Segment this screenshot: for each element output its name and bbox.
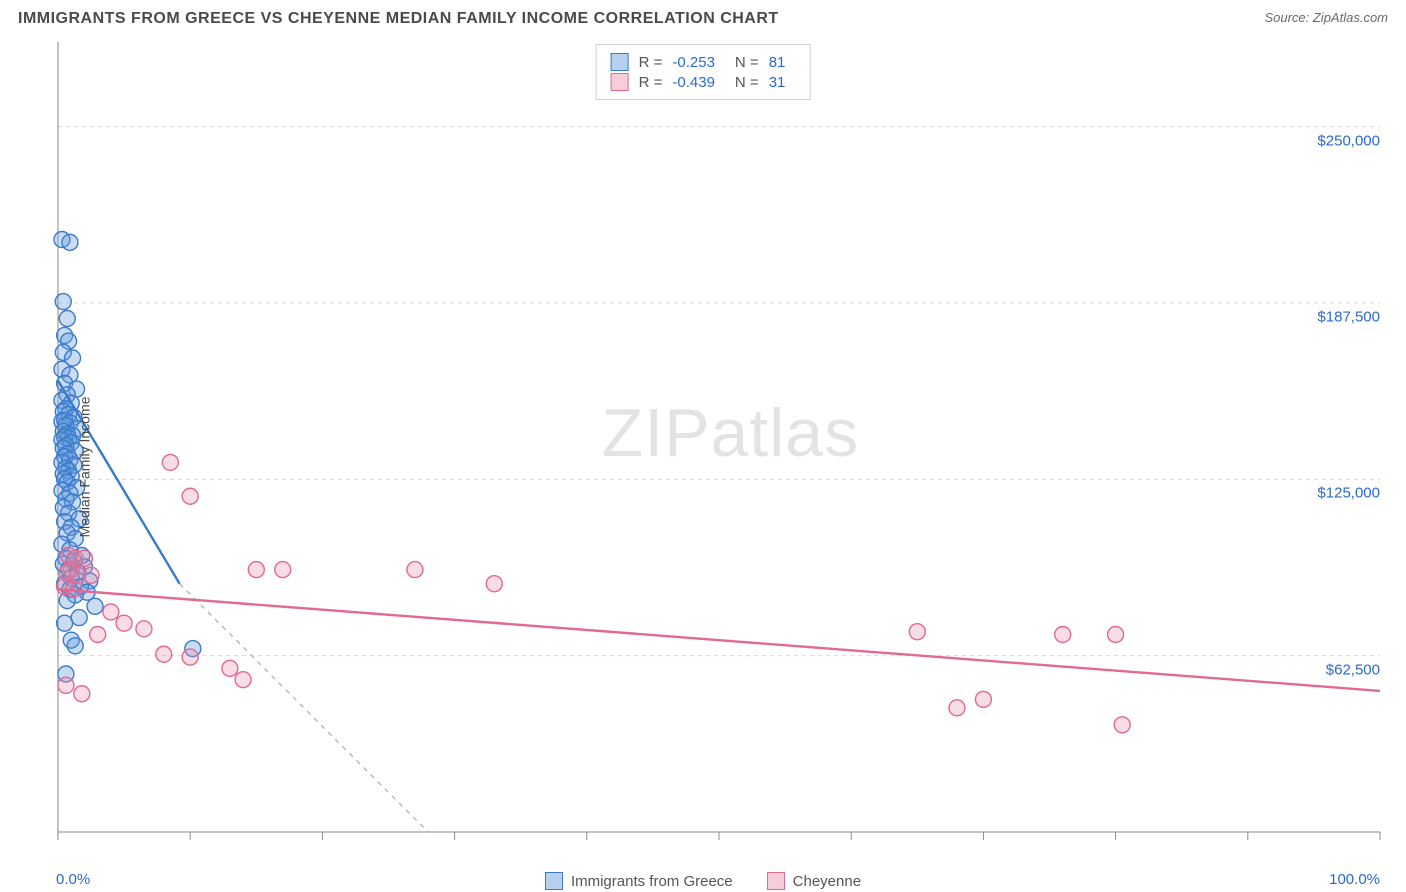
data-point xyxy=(275,562,291,578)
chart-title: IMMIGRANTS FROM GREECE VS CHEYENNE MEDIA… xyxy=(18,10,779,28)
data-point xyxy=(136,621,152,637)
data-point xyxy=(67,638,83,654)
trend-line xyxy=(58,589,1380,691)
legend-label: Cheyenne xyxy=(793,873,861,890)
data-point xyxy=(90,627,106,643)
legend-item: Cheyenne xyxy=(767,872,861,890)
legend-swatch xyxy=(611,73,629,91)
data-point xyxy=(76,550,92,566)
series-legend: Immigrants from Greece Cheyenne xyxy=(18,872,1388,890)
legend-swatch xyxy=(545,872,563,890)
data-point xyxy=(162,454,178,470)
data-point xyxy=(103,604,119,620)
data-point xyxy=(486,576,502,592)
legend-row: R =-0.439N =31 xyxy=(611,73,796,91)
y-axis-tick-label: $250,000 xyxy=(1317,132,1380,149)
legend-swatch xyxy=(611,53,629,71)
y-axis-tick-label: $62,500 xyxy=(1326,661,1380,678)
source-attribution: Source: ZipAtlas.com xyxy=(1264,10,1388,25)
chart-container: Median Family Income ZIPatlas R =-0.253N… xyxy=(18,42,1388,892)
data-point xyxy=(87,598,103,614)
data-point xyxy=(222,660,238,676)
data-point xyxy=(975,691,991,707)
data-point xyxy=(55,294,71,310)
data-point xyxy=(71,610,87,626)
n-value: 31 xyxy=(769,74,786,91)
data-point xyxy=(235,672,251,688)
data-point xyxy=(248,562,264,578)
data-point xyxy=(57,615,73,631)
data-point xyxy=(156,646,172,662)
y-axis-tick-label: $125,000 xyxy=(1317,485,1380,502)
data-point xyxy=(59,311,75,327)
data-point xyxy=(182,649,198,665)
trend-extrapolation xyxy=(180,584,429,832)
y-axis-tick-label: $187,500 xyxy=(1317,308,1380,325)
data-point xyxy=(1055,627,1071,643)
data-point xyxy=(949,700,965,716)
legend-row: R =-0.253N =81 xyxy=(611,53,796,71)
r-value: -0.439 xyxy=(672,74,715,91)
y-axis-label: Median Family Income xyxy=(76,397,92,538)
legend-item: Immigrants from Greece xyxy=(545,872,733,890)
data-point xyxy=(909,624,925,640)
data-point xyxy=(1114,717,1130,733)
data-point xyxy=(58,677,74,693)
legend-label: Immigrants from Greece xyxy=(571,873,733,890)
n-value: 81 xyxy=(769,54,786,71)
data-point xyxy=(182,488,198,504)
r-value: -0.253 xyxy=(672,54,715,71)
data-point xyxy=(1108,627,1124,643)
data-point xyxy=(62,234,78,250)
legend-swatch xyxy=(767,872,785,890)
data-point xyxy=(83,567,99,583)
data-point xyxy=(407,562,423,578)
correlation-legend: R =-0.253N =81 R =-0.439N =31 xyxy=(596,44,811,100)
scatter-plot xyxy=(18,42,1388,892)
data-point xyxy=(74,686,90,702)
data-point xyxy=(116,615,132,631)
